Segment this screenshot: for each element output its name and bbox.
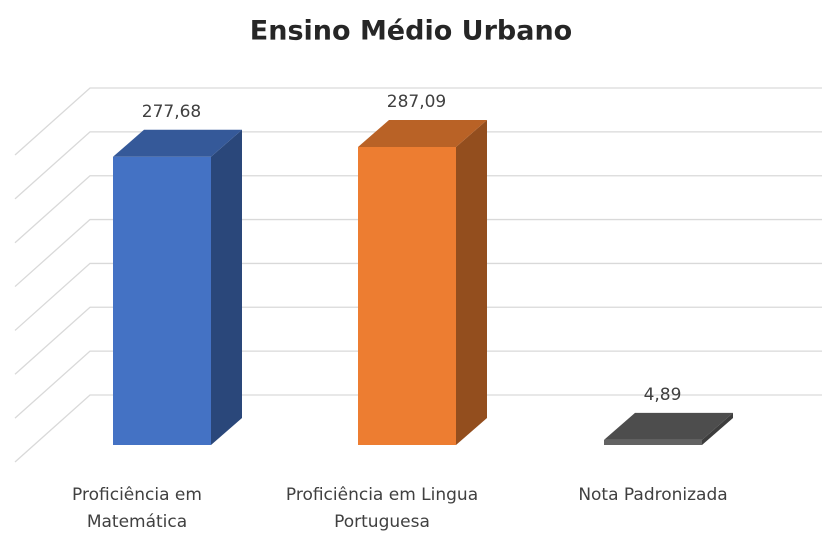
chart-title: Ensino Médio Urbano bbox=[250, 16, 572, 47]
x-tick-label: Proficiência em Matemática bbox=[72, 485, 202, 532]
bar-front bbox=[358, 147, 456, 445]
bar-side bbox=[211, 129, 242, 445]
grid-line bbox=[14, 87, 822, 156]
grid-line bbox=[14, 131, 822, 200]
value-label: 277,68 bbox=[142, 102, 201, 122]
x-tick-label: Proficiência em Lingua Portuguesa bbox=[286, 485, 478, 532]
bar-top bbox=[604, 412, 733, 440]
grid-line bbox=[14, 262, 822, 331]
value-label: 287,09 bbox=[387, 92, 446, 112]
x-tick-label: Nota Padronizada bbox=[578, 485, 727, 505]
grid-line bbox=[14, 394, 822, 463]
bar-side bbox=[456, 120, 487, 445]
grid-line bbox=[14, 306, 822, 375]
bar-front bbox=[604, 439, 702, 445]
bar-top bbox=[113, 129, 242, 157]
bar-front bbox=[113, 156, 211, 445]
grid-line bbox=[14, 350, 822, 419]
bar bbox=[113, 129, 242, 445]
grid-line bbox=[14, 175, 822, 244]
bar bbox=[358, 120, 487, 445]
value-label: 4,89 bbox=[644, 385, 682, 405]
bar-side bbox=[702, 412, 733, 445]
bar bbox=[604, 412, 733, 445]
grid-line bbox=[14, 218, 822, 288]
bar-top bbox=[358, 120, 487, 148]
